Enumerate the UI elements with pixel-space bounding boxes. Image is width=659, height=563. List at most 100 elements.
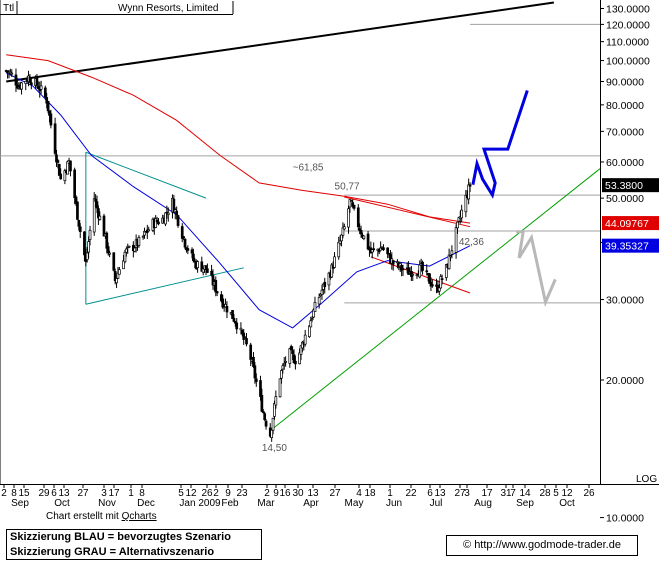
x-day-label: 2: [1, 488, 7, 499]
moving-average-line: [5, 72, 471, 329]
x-day-label: 1: [387, 488, 393, 499]
candle-body: [273, 403, 276, 417]
candle-body: [274, 396, 278, 406]
x-day-label: 12: [561, 488, 573, 499]
candle-body: [102, 215, 106, 237]
candle-body: [200, 261, 204, 272]
x-day-label: 26: [201, 488, 213, 499]
y-tick-label: 20.0000: [606, 375, 644, 387]
x-day-label: 27: [77, 488, 89, 499]
candle-body: [186, 248, 190, 251]
price-annotation: ~61,85: [293, 162, 324, 173]
y-tick-label: 130.0000: [606, 4, 650, 16]
candle-body: [245, 338, 248, 345]
candle-body: [341, 227, 345, 236]
candle-body: [123, 251, 127, 263]
candle-body: [137, 237, 141, 246]
price-annotation: 42,36: [459, 237, 484, 248]
candle-body: [127, 245, 131, 248]
x-day-label: 29: [38, 488, 50, 499]
candle-body: [190, 249, 194, 254]
x-day-label: 27: [454, 488, 466, 499]
candle-body: [372, 248, 376, 251]
candle-body: [157, 221, 160, 225]
candle-body: [221, 298, 225, 308]
trendline: [85, 151, 207, 199]
candle-body: [141, 235, 145, 238]
candle-body: [182, 236, 185, 238]
candle-body: [35, 76, 39, 86]
x-day-label: 31: [500, 488, 512, 499]
candle-body: [176, 215, 180, 226]
x-day-label: 5: [553, 488, 559, 499]
x-month-label: Nov: [98, 498, 116, 509]
ticker-label: Ttl: [3, 3, 14, 14]
candle-body: [270, 429, 274, 439]
y-tick-label: 110.0000: [606, 37, 649, 49]
candle-body: [264, 420, 268, 427]
x-day-label: 27: [329, 488, 341, 499]
candle-body: [288, 348, 292, 364]
candle-body: [317, 297, 321, 305]
x-day-label: 22: [405, 488, 417, 499]
y-tick-label: 90.0000: [606, 76, 644, 88]
candle-body: [454, 227, 458, 253]
x-day-label: 6: [51, 488, 57, 499]
candle-body: [411, 273, 415, 276]
x-month-label: Oct: [54, 498, 70, 509]
qcharts-link[interactable]: Qcharts: [121, 511, 157, 522]
candle-body: [74, 196, 78, 204]
candle-body: [108, 252, 111, 255]
candle-body: [340, 234, 343, 242]
x-month-label: Oct: [559, 498, 575, 509]
candle-body: [303, 334, 307, 345]
scenario-legend: Skizzierung BLAU = bevorzugtes Szenario …: [6, 529, 262, 560]
candle-body: [225, 306, 229, 313]
candle-body: [342, 226, 346, 230]
x-month-label: Jul: [430, 498, 443, 509]
candle-body: [76, 201, 79, 220]
candle-body: [261, 411, 265, 413]
candle-body: [282, 362, 286, 366]
candle-body: [391, 260, 395, 265]
x-day-label: 13: [434, 488, 446, 499]
candle-body: [10, 72, 14, 75]
x-day-label: 30: [292, 488, 304, 499]
x-month-label: Dec: [137, 498, 155, 509]
x-month-label: Aug: [474, 498, 492, 509]
x-day-label: 1: [128, 488, 134, 499]
y-tick-label: 100.0000: [606, 56, 650, 68]
x-day-label: 5: [178, 488, 184, 499]
candle-body: [356, 207, 360, 228]
x-month-label: Sep: [516, 498, 534, 509]
candle-body: [347, 208, 350, 228]
x-month-label: May: [345, 498, 364, 509]
candle-body: [308, 325, 311, 338]
x-day-label: 6: [427, 488, 433, 499]
trendline: [6, 1, 555, 83]
candle-body: [366, 233, 370, 250]
trendline: [344, 196, 471, 228]
x-day-label: 3: [101, 488, 107, 499]
candle-body: [77, 219, 81, 227]
candle-body: [46, 100, 50, 112]
candle-body: [254, 378, 258, 382]
legend-line-blue: Skizzierung BLAU = bevorzugtes Szenario: [10, 531, 231, 543]
candle-body: [359, 230, 363, 235]
x-month-label: Sep: [11, 498, 29, 509]
candle-body: [118, 269, 121, 275]
x-month-label: Feb: [221, 498, 239, 509]
candle-body: [56, 160, 60, 163]
candle-body: [425, 270, 429, 273]
price-label-text: 44.09767: [605, 218, 649, 230]
candle-body: [456, 221, 459, 229]
candle-body: [239, 327, 243, 331]
candle-body: [164, 212, 167, 225]
credit-link[interactable]: © http://www.godmode-trader.de: [446, 535, 638, 556]
candle-body: [294, 360, 297, 365]
candle-body: [172, 198, 176, 213]
candle-body: [349, 200, 353, 202]
candle-body: [231, 310, 234, 319]
chart-title: Wynn Resorts, Limited: [118, 3, 219, 14]
candle-body: [215, 291, 219, 294]
